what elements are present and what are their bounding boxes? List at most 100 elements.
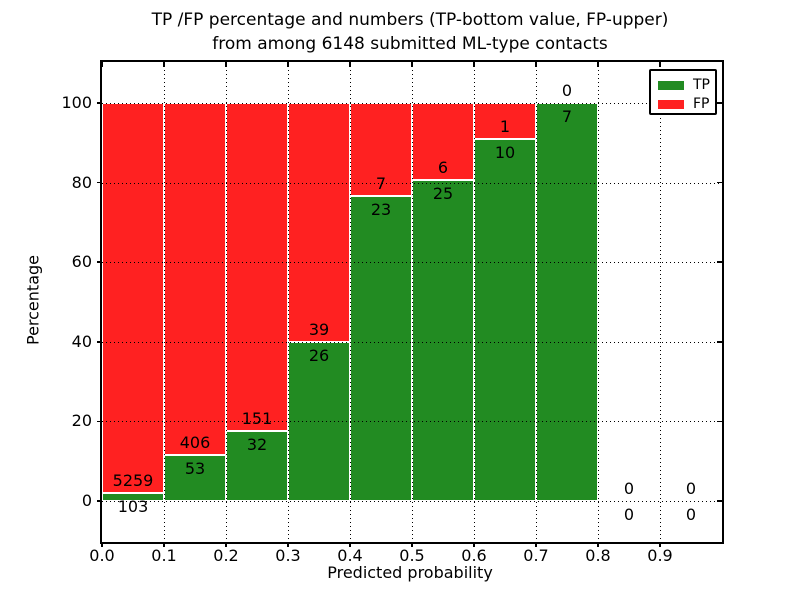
x-axis-label: Predicted probability	[327, 563, 493, 582]
x-tick-label: 0.7	[523, 546, 549, 565]
tp-count-label: 0	[685, 505, 697, 524]
tp-count-label: 103	[117, 497, 149, 517]
legend-swatch-fp	[658, 99, 684, 109]
y-tick-mark-right	[717, 102, 722, 104]
y-tick-label: 60	[71, 252, 92, 272]
y-tick-mark-right	[717, 341, 722, 343]
x-tick-mark	[225, 542, 227, 547]
x-tick-mark-top	[287, 62, 289, 67]
y-tick-label: 20	[71, 411, 92, 431]
x-tick-label: 0.4	[337, 546, 363, 565]
gridline-x-0.4	[350, 62, 351, 542]
y-tick-label: 0	[81, 491, 92, 510]
bar-segment-tp	[412, 180, 474, 501]
x-tick-mark	[349, 542, 351, 547]
x-tick-label: 0.5	[399, 546, 425, 565]
gridline-x-0.9	[660, 62, 661, 542]
bar-segment-fp	[226, 102, 288, 432]
tp-count-label: 10	[494, 143, 516, 163]
x-tick-mark	[659, 542, 661, 547]
chart-title-line2: from among 6148 submitted ML-type contac…	[212, 34, 608, 54]
x-tick-mark-top	[101, 62, 103, 67]
tp-count-label: 32	[246, 435, 268, 455]
bar-segment-tp	[536, 102, 598, 501]
y-tick-label: 100	[61, 92, 92, 112]
y-tick-mark	[97, 420, 102, 423]
legend-swatch-tp	[658, 80, 684, 90]
x-tick-label: 0.3	[275, 546, 301, 565]
x-tick-mark-top	[349, 62, 351, 67]
bar-segment-tp	[102, 493, 164, 501]
x-tick-mark	[101, 542, 103, 547]
x-tick-mark	[535, 542, 537, 547]
x-tick-mark-top	[659, 62, 661, 67]
y-tick-mark	[97, 181, 102, 184]
y-tick-mark-right	[717, 261, 722, 263]
fp-count-label: 0	[685, 479, 697, 498]
tp-count-label: 7	[561, 106, 573, 126]
x-tick-label: 0.1	[151, 546, 177, 565]
chart-title-line1: TP /FP percentage and numbers (TP-bottom…	[151, 10, 669, 30]
fp-count-label: 406	[179, 433, 211, 453]
fp-count-label: 151	[241, 409, 273, 429]
y-tick-mark-right	[717, 420, 722, 423]
bar-segment-tp	[350, 195, 412, 501]
gridline-x-0.3	[288, 62, 289, 542]
y-tick-mark-right	[717, 181, 722, 184]
gridline-x-0.2	[226, 62, 227, 542]
x-tick-mark	[473, 542, 475, 547]
legend: TP FP	[649, 69, 717, 115]
x-tick-mark-top	[535, 62, 537, 67]
gridline-x-0.6	[474, 62, 475, 542]
bar-segment-fp	[102, 102, 164, 494]
y-tick-mark	[97, 102, 102, 104]
legend-item-fp: FP	[658, 96, 715, 112]
gridline-x-0.8	[598, 62, 599, 542]
fp-count-label: 0	[623, 479, 635, 498]
legend-label: FP	[693, 96, 710, 112]
fp-count-label: 5259	[112, 471, 154, 491]
fp-count-label: 7	[375, 173, 387, 193]
tp-count-label: 26	[308, 345, 330, 365]
x-tick-label: 0.2	[213, 546, 239, 565]
x-tick-mark	[163, 542, 165, 547]
x-tick-mark-top	[163, 62, 165, 67]
gridline-x-0.7	[536, 62, 537, 542]
fp-count-label: 0	[561, 80, 573, 100]
tp-count-label: 0	[623, 505, 635, 524]
x-tick-mark	[411, 542, 413, 547]
y-tick-mark	[97, 500, 102, 502]
bar-segment-fp	[288, 102, 350, 342]
x-tick-mark-top	[225, 62, 227, 67]
y-tick-label: 40	[71, 331, 92, 351]
chart-title: TP /FP percentage and numbers (TP-bottom…	[100, 8, 720, 56]
x-tick-mark-top	[411, 62, 413, 67]
x-tick-label: 0.9	[647, 546, 673, 565]
x-tick-mark	[597, 542, 599, 547]
legend-label: TP	[693, 77, 710, 93]
x-tick-mark-top	[473, 62, 475, 67]
x-tick-mark-top	[597, 62, 599, 67]
bar-segment-fp	[164, 102, 226, 456]
gridline-x-0.1	[164, 62, 165, 542]
bar-segment-fp	[350, 102, 412, 196]
x-tick-mark	[287, 542, 289, 547]
x-tick-label: 0.6	[461, 546, 487, 565]
legend-item-tp: TP	[658, 77, 715, 93]
y-tick-label: 80	[71, 172, 92, 192]
tp-count-label: 53	[184, 459, 206, 479]
y-tick-mark-right	[717, 500, 722, 502]
x-tick-label: 0.0	[89, 546, 115, 565]
fp-count-label: 6	[437, 158, 449, 177]
fp-count-label: 39	[308, 319, 330, 339]
fp-count-label: 1	[499, 117, 511, 137]
plot-area: TP FP 0.0 0.1 0.2 0.3 0.4 0.5 0.6 0.7 0.8 0.9 0 20 40…	[61, 60, 724, 565]
tp-count-label: 25	[432, 184, 454, 203]
tp-count-label: 23	[370, 199, 392, 219]
y-tick-mark	[97, 261, 102, 263]
gridline-x-0.5	[412, 62, 413, 542]
y-tick-mark	[97, 341, 102, 343]
x-tick-label: 0.8	[585, 546, 611, 565]
bar-segment-tp	[164, 455, 226, 501]
